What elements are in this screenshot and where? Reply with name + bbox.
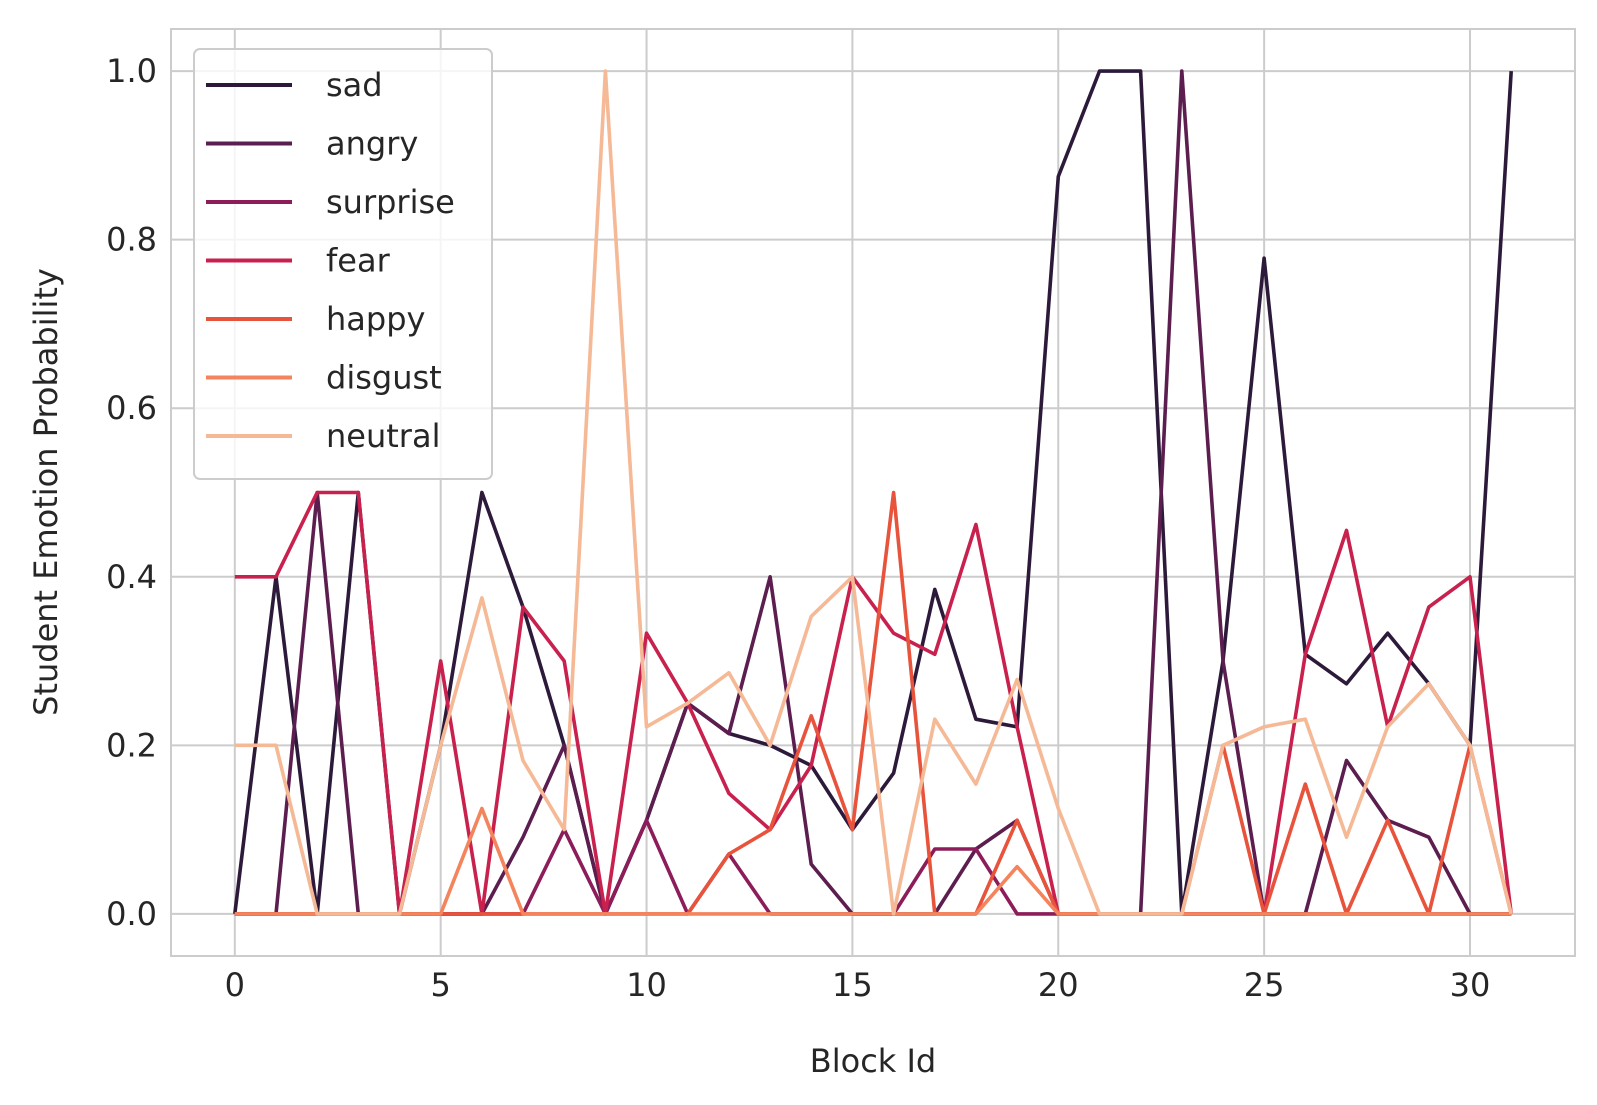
y-tick-label: 0.8 [106,221,157,259]
legend-label: surprise [326,183,455,221]
x-tick-label: 25 [1244,966,1285,1004]
x-tick-label: 5 [431,966,451,1004]
y-tick-label: 0.4 [106,558,157,596]
legend-label: angry [326,125,418,163]
series-line-disgust [234,806,1512,916]
x-tick-label: 30 [1450,966,1491,1004]
legend: sad angry surprise fear happy disgust neutral [193,48,493,480]
x-axis-label: Block Id [810,1042,936,1080]
y-tick-label: 0.2 [106,726,157,764]
x-tick-labels: 0 5 10 15 20 25 30 [225,966,1491,1004]
legend-label: happy [326,300,425,338]
plot-frame [170,28,1576,957]
legend-label: neutral [326,417,440,455]
y-axis-label: Student Emotion Probability [27,268,65,716]
legend-label: sad [326,66,383,104]
y-tick-labels: 0.0 0.2 0.4 0.6 0.8 1.0 [106,52,157,933]
series-line-fear [234,490,1513,916]
legend-box [193,48,493,480]
y-tick-label: 0.0 [106,895,157,933]
x-tick-label: 15 [832,966,873,1004]
x-tick-label: 10 [626,966,667,1004]
legend-label: fear [326,242,391,280]
series-line-happy [234,490,1513,916]
x-tick-label: 0 [225,966,245,1004]
series-line-neutral [234,69,1513,916]
series-lines [233,69,1513,916]
y-tick-label: 0.6 [106,389,157,427]
legend-label: disgust [326,359,442,397]
y-tick-label: 1.0 [106,52,157,90]
x-tick-label: 20 [1038,966,1079,1004]
